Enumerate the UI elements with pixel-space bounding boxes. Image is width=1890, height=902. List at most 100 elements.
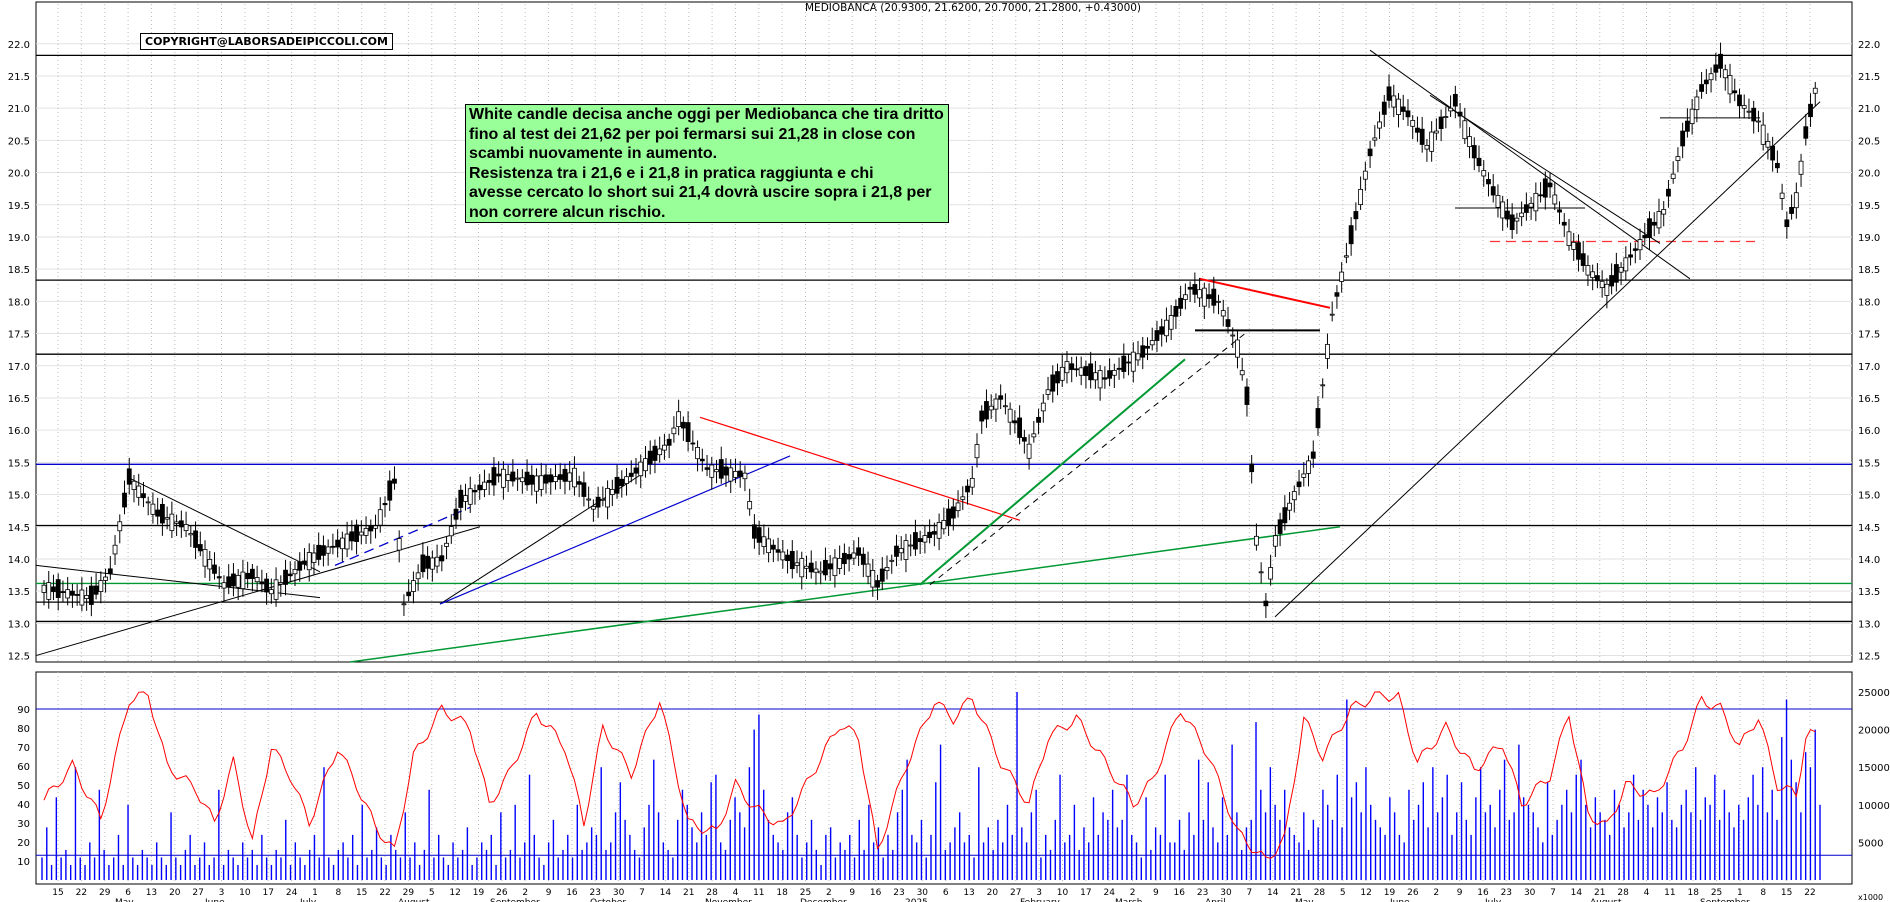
candle-body <box>969 477 975 488</box>
x-tick-label: 11 <box>1664 888 1675 898</box>
candle-body <box>150 503 156 515</box>
candle-body <box>1164 319 1169 337</box>
x-tick-label: 20 <box>987 888 999 898</box>
candle-body <box>808 562 814 573</box>
candle-body <box>775 549 781 553</box>
x-tick-label: 6 <box>125 888 131 898</box>
y-tick-label-left: 13.0 <box>8 619 30 630</box>
candle-body <box>624 476 629 484</box>
candle-body <box>851 552 857 559</box>
x-tick-label: 13 <box>146 888 157 898</box>
x-tick-label: 5 <box>1340 888 1346 898</box>
volume-tick-label: 25000 <box>1858 688 1890 699</box>
month-label: July <box>299 898 317 902</box>
comment-line: scambi nuovamente in aumento. <box>469 145 718 162</box>
x-tick-label: 25 <box>800 888 811 898</box>
candle-body <box>1121 355 1127 372</box>
y-tick-label-right: 18.5 <box>1858 265 1880 276</box>
candle-body <box>652 445 658 461</box>
x-tick-label: 7 <box>1246 888 1252 898</box>
candle-body <box>638 461 644 477</box>
candle-body <box>709 464 715 478</box>
candle-body <box>1656 211 1662 229</box>
candle-body <box>1268 567 1274 580</box>
candle-body <box>406 591 412 597</box>
y-tick-label-left: 19.5 <box>8 201 30 212</box>
candle-body <box>1301 473 1307 478</box>
candle-body <box>273 579 279 600</box>
candle-body <box>785 554 790 562</box>
x-tick-label: 16 <box>1174 888 1186 898</box>
candle-body <box>458 489 464 508</box>
comment-line: White candle decisa anche oggi per Medio… <box>469 106 944 123</box>
chart-title: MEDIOBANCA (20.9300, 21.6200, 20.7000, 2… <box>805 2 1142 14</box>
candle-body <box>590 506 596 510</box>
x-tick-label: 12 <box>449 888 460 898</box>
candle-body <box>482 481 487 490</box>
candle-body <box>567 472 573 482</box>
candle-body <box>879 568 885 582</box>
candle-body <box>1419 128 1425 145</box>
x-tick-label: 26 <box>496 888 508 898</box>
candle-body <box>1533 192 1539 212</box>
month-label: February <box>1020 898 1061 902</box>
x-tick-label: 16 <box>1477 888 1489 898</box>
candle-body <box>98 580 104 592</box>
candle-body <box>543 474 549 484</box>
candle-body <box>311 552 317 563</box>
candle-body <box>766 538 772 554</box>
y-tick-label-right: 14.5 <box>1858 523 1880 534</box>
x-tick-label: 7 <box>1550 888 1556 898</box>
candle-body <box>1045 389 1051 395</box>
candle-body <box>1732 90 1738 94</box>
candle-body <box>1287 502 1292 511</box>
candle-body <box>226 576 232 588</box>
trend-line-support-3 <box>1274 101 1821 618</box>
candle-body <box>1017 417 1023 438</box>
candle-body <box>1225 319 1231 327</box>
candle-body <box>1666 188 1671 197</box>
y-tick-label-left: 12.5 <box>8 652 30 663</box>
candle-body <box>1580 253 1586 266</box>
volume-tick-label: 20000 <box>1858 726 1890 737</box>
candle-body <box>984 401 989 420</box>
candle-body <box>136 485 142 498</box>
candle-body <box>723 466 729 476</box>
candle-body <box>1803 126 1809 139</box>
x-tick-label: 19 <box>1384 888 1396 898</box>
candle-body <box>1415 127 1420 133</box>
x-tick-label: 30 <box>613 888 625 898</box>
candle-body <box>1083 366 1089 376</box>
candle-body <box>1519 212 1525 218</box>
candle-body <box>1310 451 1316 459</box>
candle-body <box>1637 239 1643 251</box>
candle-body <box>1765 141 1771 148</box>
candle-body <box>1372 137 1378 141</box>
candle-body <box>557 474 563 480</box>
candle-body <box>1050 374 1056 392</box>
y-tick-label-right: 12.5 <box>1858 652 1880 663</box>
candle-body <box>1244 386 1250 405</box>
x-tick-label: 2 <box>522 888 528 898</box>
candle-body <box>799 558 805 578</box>
candle-body <box>1661 209 1667 215</box>
comment-line: non correre alcun rischio. <box>469 203 666 221</box>
candle-body <box>841 552 847 565</box>
x-tick-label: 15 <box>1781 888 1792 898</box>
candle-body <box>235 575 241 588</box>
candle-body <box>946 508 951 525</box>
candle-body <box>70 590 75 596</box>
candle-body <box>1116 367 1122 370</box>
candle-body <box>898 548 904 554</box>
candle-body <box>1798 160 1804 175</box>
candle-body <box>950 506 956 519</box>
candle-body <box>112 544 118 555</box>
candle-body <box>1632 248 1638 251</box>
y-tick-label-right: 13.5 <box>1858 587 1880 598</box>
y-tick-label-right: 16.0 <box>1858 426 1880 437</box>
candle-body <box>41 584 47 593</box>
indicator-tick-label: 60 <box>17 762 30 773</box>
indicator-tick-label: 10 <box>17 857 30 868</box>
candle-body <box>680 421 686 429</box>
